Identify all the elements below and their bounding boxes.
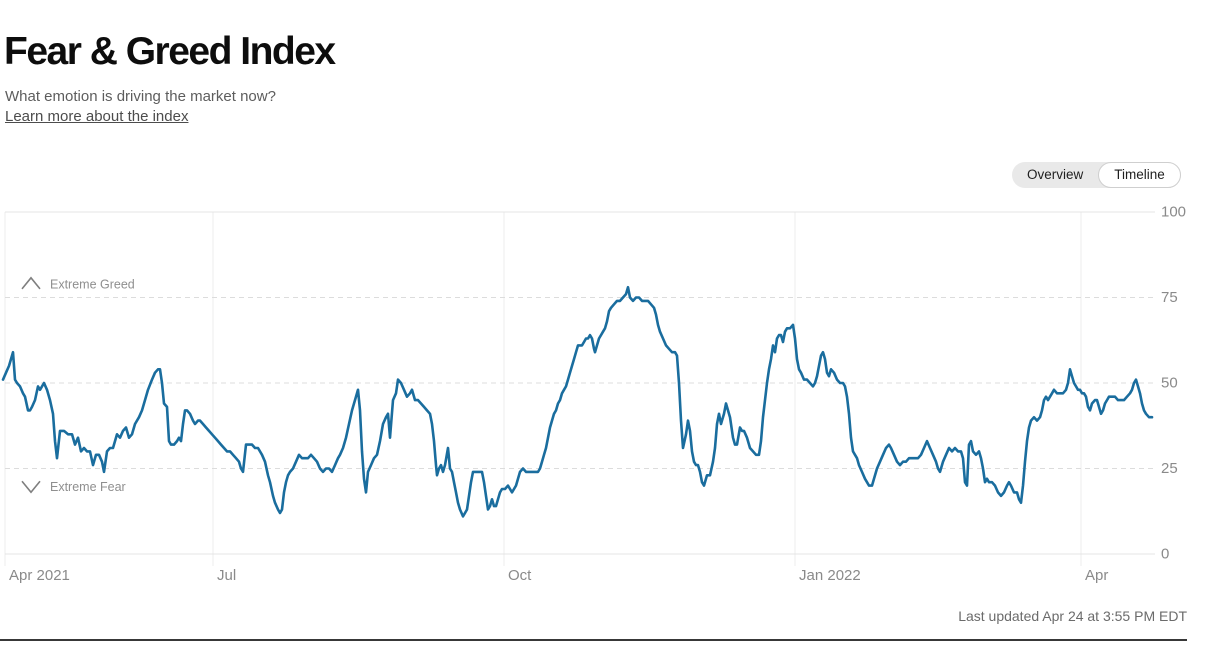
y-axis-label: 100 bbox=[1161, 204, 1186, 221]
y-axis-label: 0 bbox=[1161, 546, 1169, 563]
y-axis-label: 25 bbox=[1161, 460, 1178, 477]
view-toggle: Overview Timeline bbox=[1012, 162, 1181, 188]
toggle-timeline-button[interactable]: Timeline bbox=[1098, 162, 1181, 188]
x-axis-label: Oct bbox=[508, 567, 532, 584]
fear-greed-index-line bbox=[1, 285, 1154, 518]
chevron-up-icon bbox=[21, 276, 41, 290]
x-axis-label: Apr 2021 bbox=[9, 567, 70, 584]
x-axis-label: Apr bbox=[1085, 567, 1108, 584]
page-title: Fear & Greed Index bbox=[4, 30, 336, 74]
y-axis-label: 50 bbox=[1161, 375, 1178, 392]
section-divider bbox=[0, 639, 1187, 641]
x-axis-label: Jan 2022 bbox=[799, 567, 861, 584]
zone-annotation-label: Extreme Fear bbox=[50, 480, 126, 494]
zone-annotation-label: Extreme Greed bbox=[50, 277, 135, 291]
learn-more-link[interactable]: Learn more about the index bbox=[5, 108, 189, 125]
page-subtitle: What emotion is driving the market now? bbox=[5, 88, 276, 105]
chevron-down-icon bbox=[21, 480, 41, 494]
last-updated-text: Last updated Apr 24 at 3:55 PM EDT bbox=[958, 608, 1187, 624]
x-axis-label: Jul bbox=[217, 567, 236, 584]
y-axis-label: 75 bbox=[1161, 289, 1178, 306]
toggle-overview-button[interactable]: Overview bbox=[1012, 162, 1098, 188]
